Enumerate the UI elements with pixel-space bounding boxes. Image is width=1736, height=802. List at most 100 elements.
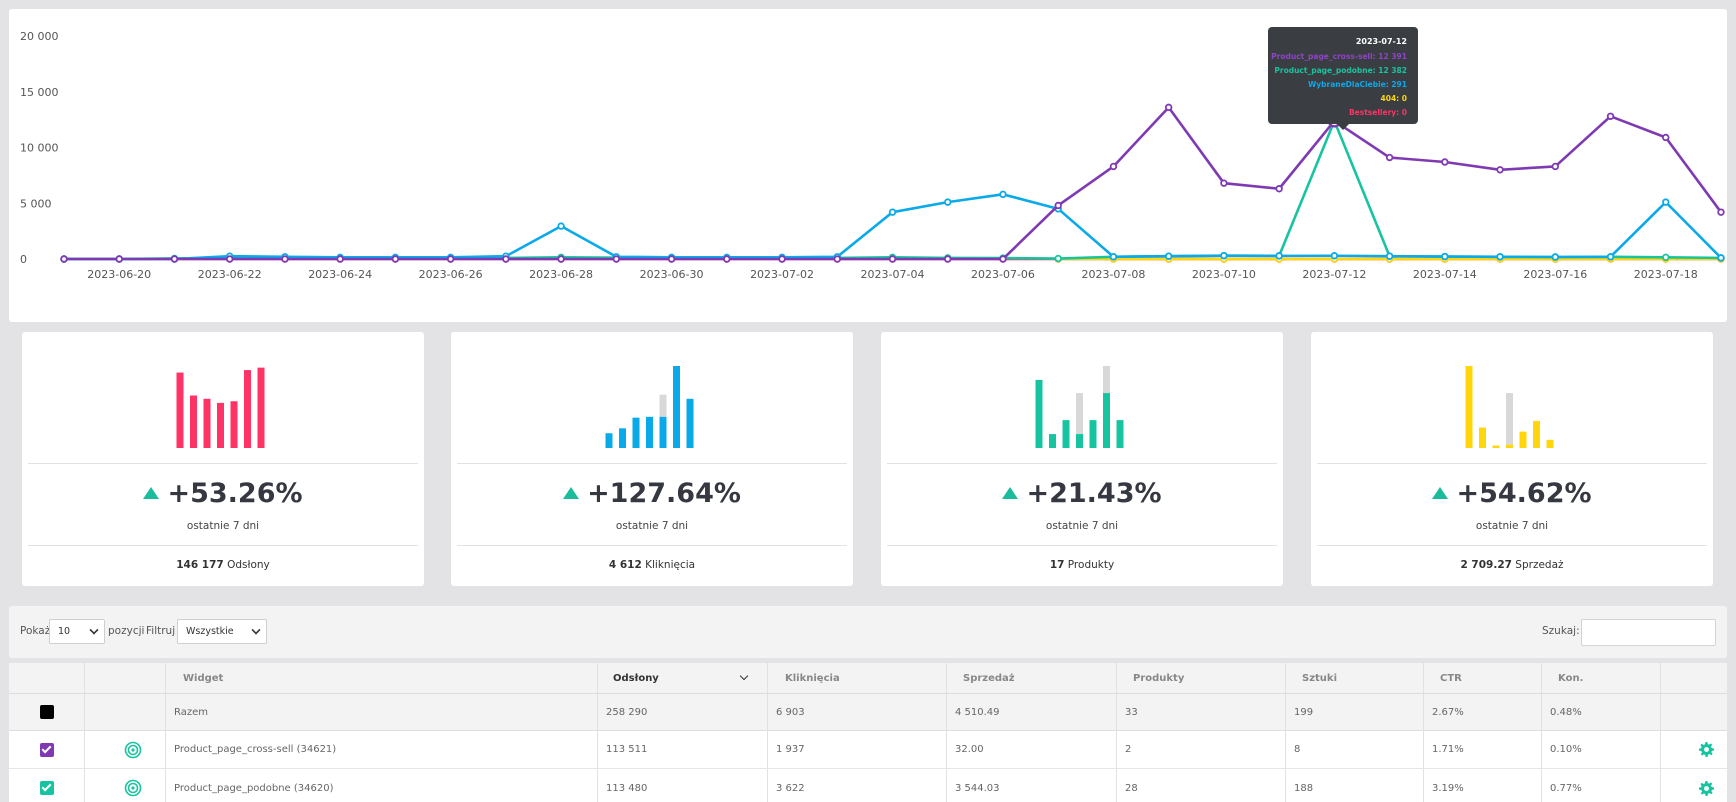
series-product-page-cross-sell-point <box>1717 208 1725 216</box>
table-summary-row: Razem 258 290 6 903 4 510.49 33 199 2.67… <box>9 694 1727 731</box>
series-product-page-cross-sell-point <box>170 255 179 263</box>
series-product-page-cross-sell-point <box>612 255 621 263</box>
header-sztuki[interactable]: Sztuki <box>1285 663 1423 693</box>
mini-bar <box>1479 427 1486 448</box>
card-divider <box>1317 463 1707 464</box>
card-percent-value: +53.26% <box>167 478 303 509</box>
header-odslony[interactable]: Odsłony <box>597 663 767 693</box>
row-checkbox-cell <box>9 731 84 768</box>
card-total: 146 177 Odsłony <box>22 559 424 571</box>
mini-bar <box>176 372 184 448</box>
card-divider <box>887 545 1277 546</box>
header-klikniecia[interactable]: Kliknięcia <box>767 663 946 693</box>
series-product-page-cross-sell-point <box>446 255 455 263</box>
mini-bar <box>1492 445 1500 448</box>
row-checkbox[interactable] <box>40 742 54 757</box>
series-product-page-cross-sell-point <box>1496 166 1504 174</box>
x-tick-label: 2023-07-12 <box>1302 268 1366 281</box>
series-wybranedlaciebie-point <box>1275 252 1283 260</box>
stat-card-products: +21.43% ostatnie 7 dni 17 Produkty <box>881 332 1283 586</box>
header-widget[interactable]: Widget <box>165 663 597 693</box>
mini-bar <box>1519 431 1527 448</box>
series-wybranedlaciebie-point <box>1330 252 1339 260</box>
row-checkbox[interactable] <box>40 781 54 795</box>
x-tick-label: 2023-06-24 <box>308 268 372 281</box>
stat-card-clicks: +127.64% ostatnie 7 dni 4 612 Kliknięcia <box>451 332 853 586</box>
mini-bar-ghost <box>1076 393 1083 435</box>
mini-bar <box>217 402 224 448</box>
card-period: ostatnie 7 dni <box>615 520 689 532</box>
y-tick-label: 0 <box>20 253 27 266</box>
row-widget: Product_page_cross-sell (34621) <box>165 731 597 768</box>
card-period: ostatnie 7 dni <box>186 520 260 532</box>
y-tick-label: 15 000 <box>20 86 59 99</box>
stat-card-sales: +54.62% ostatnie 7 dni 2 709.27 Sprzedaż <box>1311 332 1713 586</box>
line-chart[interactable]: 0 5 000 10 000 15 000 20 000 2023-06-20 2023-0… <box>9 9 1727 322</box>
series-product-page-cross-sell-point <box>778 255 786 263</box>
series-product-page-cross-sell-point <box>502 255 510 263</box>
card-divider <box>28 545 418 546</box>
y-tick-label: 5 000 <box>20 197 52 210</box>
up-triangle-icon <box>143 487 160 499</box>
table-row: Product_page_podobne (34620) 113 480 3 6… <box>9 769 1727 802</box>
mini-bar <box>244 370 251 448</box>
target-icon <box>124 779 142 797</box>
row-sprzedaz: 3 544.03 <box>946 769 1116 802</box>
target-icon <box>124 741 142 758</box>
mini-bar <box>1035 379 1043 448</box>
series-product-page-cross-sell-point <box>391 255 400 263</box>
row-ctr: 1.71% <box>1423 731 1541 768</box>
series-wybranedlaciebie-line <box>64 193 1722 261</box>
row-widget: Product_page_podobne (34620) <box>165 769 597 802</box>
summary-checkbox[interactable] <box>40 705 54 719</box>
check-icon <box>41 743 52 753</box>
series-product-page-cross-sell-point <box>1551 162 1559 171</box>
header-produkty[interactable]: Produkty <box>1116 663 1285 693</box>
row-odslony: 113 511 <box>597 731 767 768</box>
header-actions <box>1660 663 1727 693</box>
mini-bar-ghost <box>1506 393 1513 445</box>
mini-bar <box>1089 420 1097 448</box>
gear-icon[interactable] <box>1699 742 1714 757</box>
series-wybranedlaciebie-point <box>888 208 897 216</box>
search-label: Szukaj: <box>1542 625 1580 637</box>
positions-label: pozycji <box>108 625 145 637</box>
mini-bar <box>1103 393 1110 448</box>
header-ctr[interactable]: CTR <box>1423 663 1541 693</box>
mini-bar <box>1116 420 1124 448</box>
mini-bar-chart-views <box>176 367 265 448</box>
page-size-select[interactable]: 10 <box>49 619 105 644</box>
y-tick-label: 20 000 <box>20 30 59 43</box>
series-product-page-cross-sell-point <box>60 255 68 263</box>
card-total-label: Produkty <box>1067 559 1115 571</box>
series-product-page-podobne-line <box>64 119 1722 261</box>
mini-bar <box>1533 420 1540 448</box>
series-product-page-cross-sell-point <box>281 255 289 263</box>
card-total-value: 146 177 <box>176 559 224 571</box>
header-kon[interactable]: Kon. <box>1541 663 1660 693</box>
search-input[interactable] <box>1581 619 1716 646</box>
row-produkty: 2 <box>1116 731 1285 768</box>
row-actions <box>1660 769 1727 802</box>
x-tick-label: 2023-06-26 <box>419 268 483 281</box>
series-product-page-cross-sell-point <box>888 255 897 263</box>
summary-sprzedaz: 4 510.49 <box>946 694 1116 730</box>
mini-bar <box>1465 366 1473 448</box>
series-wybranedlaciebie-point <box>999 190 1007 199</box>
filter-select[interactable]: Wszystkie <box>177 619 267 644</box>
card-divider <box>457 545 847 546</box>
mini-bar-ghost <box>1103 366 1110 394</box>
gear-icon[interactable] <box>1699 780 1714 796</box>
x-tick-label: 2023-06-30 <box>640 268 704 281</box>
tooltip-line-bestsellery: Bestsellery: 0 <box>1348 108 1407 117</box>
x-tick-label: 2023-06-22 <box>198 268 262 281</box>
header-sprzedaz[interactable]: Sprzedaż <box>946 663 1116 693</box>
row-sztuki: 8 <box>1285 731 1423 768</box>
table-row: Product_page_cross-sell (34621) 113 511 … <box>9 731 1727 769</box>
summary-kon: 0.48% <box>1541 694 1660 730</box>
row-sprzedaz: 32.00 <box>946 731 1116 768</box>
summary-ctr: 2.67% <box>1423 694 1541 730</box>
series-product-page-cross-sell-point <box>1109 162 1118 171</box>
series-wybranedlaciebie-point <box>1551 253 1559 261</box>
card-percent-value: +127.64% <box>587 478 741 509</box>
